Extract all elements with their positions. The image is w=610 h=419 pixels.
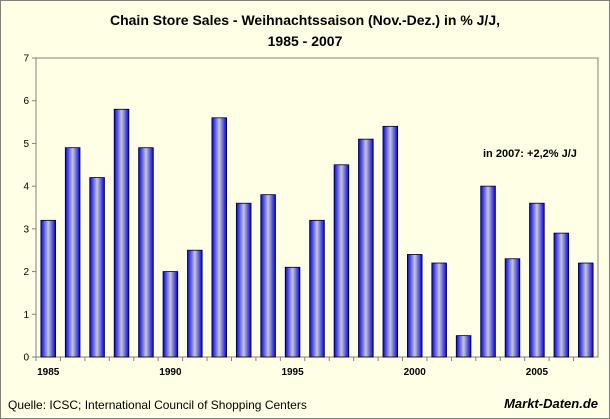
- bar-1987: [89, 177, 105, 358]
- bar-1995: [284, 266, 301, 358]
- chart-title: Chain Store Sales - Weihnachtssaison (No…: [0, 10, 610, 52]
- bars: [40, 108, 594, 358]
- y-tick-label-7: 7: [23, 54, 29, 65]
- chart-title-line-1: Chain Store Sales - Weihnachtssaison (No…: [109, 12, 501, 28]
- bar-2002: [455, 335, 472, 358]
- y-tick-label-4: 4: [23, 182, 29, 193]
- bar-1993: [235, 202, 252, 358]
- y-axis: 0 1 2 3 4 5 6 7: [23, 54, 36, 364]
- y-tick-label-1: 1: [23, 310, 29, 321]
- x-tick-label-1990: 1990: [159, 367, 182, 378]
- bar-1997: [333, 164, 350, 358]
- chart-title-line-2: 1985 - 2007: [267, 33, 343, 49]
- bar-1989: [138, 147, 154, 358]
- bar-1990: [162, 271, 179, 358]
- bar-2000: [407, 254, 423, 358]
- x-tick-label-2000: 2000: [404, 367, 427, 378]
- bar-2004: [504, 258, 521, 358]
- annotation-2007: in 2007: +2,2% J/J: [483, 148, 577, 160]
- x-tick-label-1995: 1995: [281, 367, 304, 378]
- bar-2005: [529, 202, 545, 358]
- source-note: Quelle: ICSC; International Council of S…: [8, 398, 307, 412]
- bar-1986: [64, 147, 81, 358]
- bar-2007: [578, 262, 594, 358]
- bar-2006: [553, 232, 570, 358]
- y-tick-label-2: 2: [23, 267, 29, 278]
- x-axis: 1985 1990 1995 2000 2005: [35, 357, 575, 378]
- y-tick-label-5: 5: [23, 139, 29, 150]
- y-tick-label-0: 0: [23, 353, 29, 364]
- brand-logo: Markt-Daten.de: [504, 396, 598, 411]
- bar-1999: [382, 125, 399, 358]
- bar-1996: [309, 219, 325, 358]
- bar-1991: [187, 249, 203, 358]
- y-tick-label-3: 3: [23, 224, 29, 235]
- bar-1994: [260, 194, 276, 358]
- bar-1985: [40, 219, 56, 358]
- bar-2003: [480, 185, 496, 358]
- bar-1992: [211, 117, 227, 358]
- bar-1998: [358, 138, 374, 358]
- bar-2001: [431, 262, 447, 358]
- y-tick-label-6: 6: [23, 96, 29, 107]
- x-tick-label-1985: 1985: [37, 367, 60, 378]
- bar-1988: [113, 108, 130, 358]
- x-tick-label-2005: 2005: [526, 367, 549, 378]
